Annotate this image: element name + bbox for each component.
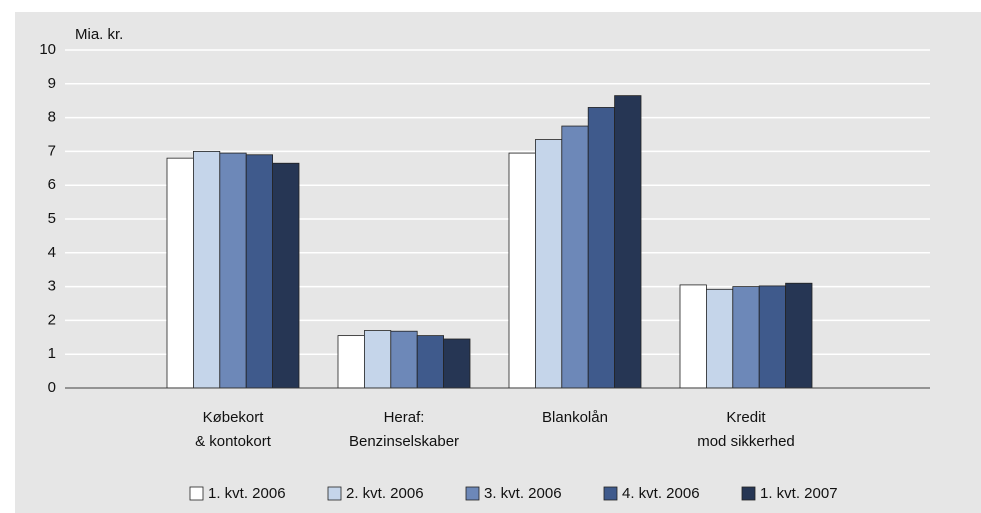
- bar: [390, 330, 418, 389]
- bar: [785, 282, 813, 389]
- legend-label: 3. kvt. 2006: [484, 485, 562, 502]
- legend-label: 2. kvt. 2006: [346, 485, 424, 502]
- y-tick-label: 3: [48, 278, 56, 295]
- bar: [166, 157, 194, 389]
- chart-background: [15, 12, 981, 513]
- x-tick-label: Købekort: [203, 409, 265, 426]
- bar: [337, 335, 365, 389]
- legend-swatch: [189, 486, 204, 501]
- bar: [363, 330, 392, 389]
- x-tick-label: Kredit: [726, 409, 766, 426]
- legend-swatch: [603, 486, 618, 501]
- y-tick-label: 9: [48, 75, 56, 92]
- bar: [443, 338, 471, 389]
- y-tick-label: 4: [48, 244, 56, 261]
- bar: [219, 152, 247, 389]
- x-tick-label: & kontokort: [195, 433, 272, 450]
- y-tick-label: 0: [48, 379, 56, 396]
- y-tick-label: 1: [48, 345, 56, 362]
- y-axis-label: Mia. kr.: [75, 26, 123, 43]
- bar: [587, 107, 616, 389]
- bar: [192, 150, 221, 389]
- x-tick-label: Heraf:: [384, 409, 425, 426]
- legend-swatch: [327, 486, 342, 501]
- x-tick-label: mod sikkerhed: [697, 433, 795, 450]
- bar: [679, 284, 707, 389]
- bar: [561, 125, 589, 389]
- bar: [245, 154, 273, 389]
- bar: [535, 139, 563, 389]
- x-tick-label: Blankolån: [542, 409, 608, 426]
- bar: [758, 285, 787, 389]
- bar: [416, 335, 445, 389]
- y-tick-label: 2: [48, 311, 56, 328]
- y-tick-label: 10: [39, 41, 56, 58]
- bar: [508, 152, 536, 389]
- x-tick-label: Benzinselskaber: [349, 433, 459, 450]
- y-tick-label: 5: [48, 210, 56, 227]
- legend-swatch: [465, 486, 480, 501]
- y-tick-label: 8: [48, 109, 56, 126]
- bar: [272, 162, 300, 389]
- bar: [706, 288, 734, 389]
- bar: [732, 286, 760, 389]
- legend-label: 4. kvt. 2006: [622, 485, 700, 502]
- legend-label: 1. kvt. 2006: [208, 485, 286, 502]
- y-tick-label: 6: [48, 176, 56, 193]
- y-tick-label: 7: [48, 142, 56, 159]
- legend-label: 1. kvt. 2007: [760, 485, 838, 502]
- bar: [614, 95, 642, 389]
- legend-swatch: [741, 486, 756, 501]
